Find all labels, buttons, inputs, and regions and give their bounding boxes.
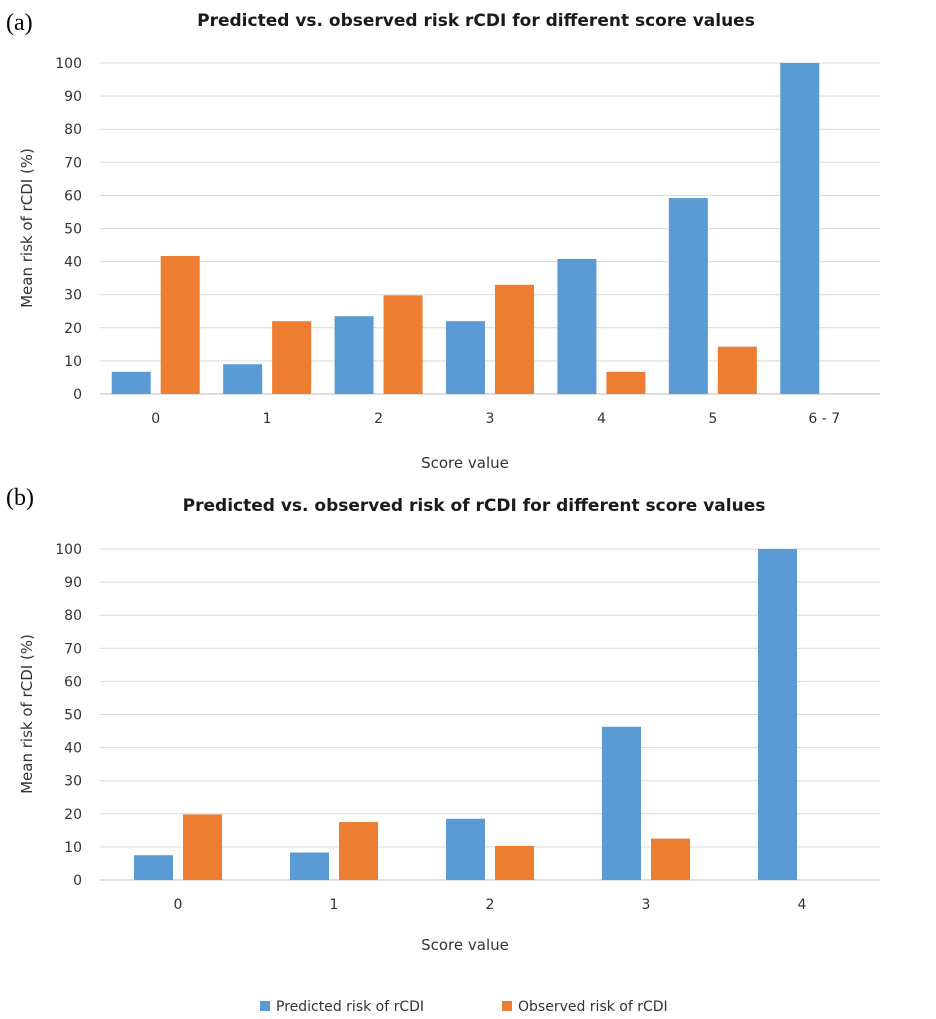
chart-title-b: Predicted vs. observed risk of rCDI for … (183, 496, 766, 516)
y-tick-label: 10 (64, 840, 82, 856)
y-tick-label: 50 (64, 708, 82, 724)
y-tick-labels-b: 0 10 20 30 40 50 60 70 80 90 100 (55, 542, 82, 889)
y-tick-label: 20 (64, 321, 82, 337)
x-tick-label: 0 (151, 411, 160, 427)
x-tick-label: 1 (330, 897, 339, 913)
bar-predicted (290, 852, 329, 880)
panel-label-b: (b) (6, 485, 34, 511)
x-tick-labels-a: 0 1 2 3 4 5 6 - 7 (151, 411, 840, 427)
bars-b (134, 549, 797, 880)
y-tick-labels-a: 0 10 20 30 40 50 60 70 80 90 100 (55, 56, 82, 403)
legend: Predicted risk of rCDI Observed risk of … (260, 999, 668, 1015)
x-tick-label: 3 (486, 411, 495, 427)
x-tick-label: 0 (174, 897, 183, 913)
y-tick-label: 0 (73, 387, 82, 403)
x-tick-label: 1 (263, 411, 272, 427)
bar-predicted (334, 316, 374, 394)
legend-swatch-predicted (260, 1001, 270, 1011)
legend-swatch-observed (502, 1001, 512, 1011)
y-tick-label: 100 (55, 542, 82, 558)
bar-observed (651, 838, 690, 880)
chart-panel-b: (b) Predicted vs. observed risk of rCDI … (6, 485, 880, 954)
bars-a (111, 63, 820, 394)
bar-predicted (557, 258, 597, 394)
y-tick-label: 70 (64, 641, 82, 657)
bar-observed (160, 255, 200, 394)
legend-label-predicted: Predicted risk of rCDI (276, 999, 424, 1015)
y-tick-label: 40 (64, 255, 82, 271)
bar-predicted (223, 364, 263, 394)
y-tick-label: 80 (64, 122, 82, 138)
x-tick-label: 6 - 7 (808, 411, 840, 427)
x-tick-label: 3 (642, 897, 651, 913)
grid-b (100, 548, 880, 881)
bar-predicted (446, 818, 485, 880)
y-tick-label: 50 (64, 222, 82, 238)
y-tick-label: 60 (64, 188, 82, 204)
bar-predicted (111, 371, 151, 394)
chart-panel-a: (a) Predicted vs. observed risk rCDI for… (6, 10, 880, 472)
grid-a (100, 62, 880, 395)
bar-observed (606, 371, 646, 394)
bar-predicted (134, 855, 173, 880)
y-tick-label: 10 (64, 354, 82, 370)
x-tick-label: 2 (486, 897, 495, 913)
y-tick-label: 80 (64, 608, 82, 624)
y-tick-label: 40 (64, 741, 82, 757)
y-tick-label: 30 (64, 774, 82, 790)
y-tick-label: 20 (64, 807, 82, 823)
y-axis-title-b: Mean risk of rCDI (%) (18, 634, 36, 794)
x-tick-label: 4 (798, 897, 807, 913)
y-tick-label: 0 (73, 873, 82, 889)
x-tick-label: 2 (374, 411, 383, 427)
x-tick-label: 4 (597, 411, 606, 427)
bar-predicted (758, 549, 797, 880)
x-axis-title-b: Score value (421, 936, 509, 954)
legend-label-observed: Observed risk of rCDI (518, 999, 668, 1015)
bar-predicted (668, 198, 708, 394)
x-tick-labels-b: 0 1 2 3 4 (174, 897, 807, 913)
y-tick-label: 70 (64, 155, 82, 171)
bar-predicted (446, 321, 485, 394)
y-tick-label: 90 (64, 575, 82, 591)
bar-observed (183, 814, 222, 880)
x-axis-title-a: Score value (421, 454, 509, 472)
bar-predicted (780, 63, 820, 394)
panel-label-a: (a) (6, 10, 33, 36)
bar-observed (272, 321, 312, 394)
chart-title-a: Predicted vs. observed risk rCDI for dif… (197, 11, 755, 31)
bar-observed (339, 822, 378, 880)
bar-observed (495, 845, 534, 880)
x-tick-label: 5 (708, 411, 717, 427)
y-tick-label: 100 (55, 56, 82, 72)
y-axis-title-a: Mean risk of rCDI (%) (18, 148, 36, 308)
y-tick-label: 60 (64, 674, 82, 690)
bar-observed (717, 346, 757, 394)
y-tick-label: 90 (64, 89, 82, 105)
bar-predicted (602, 726, 641, 880)
bar-observed (495, 284, 534, 394)
bar-observed (383, 295, 423, 394)
y-tick-label: 30 (64, 288, 82, 304)
